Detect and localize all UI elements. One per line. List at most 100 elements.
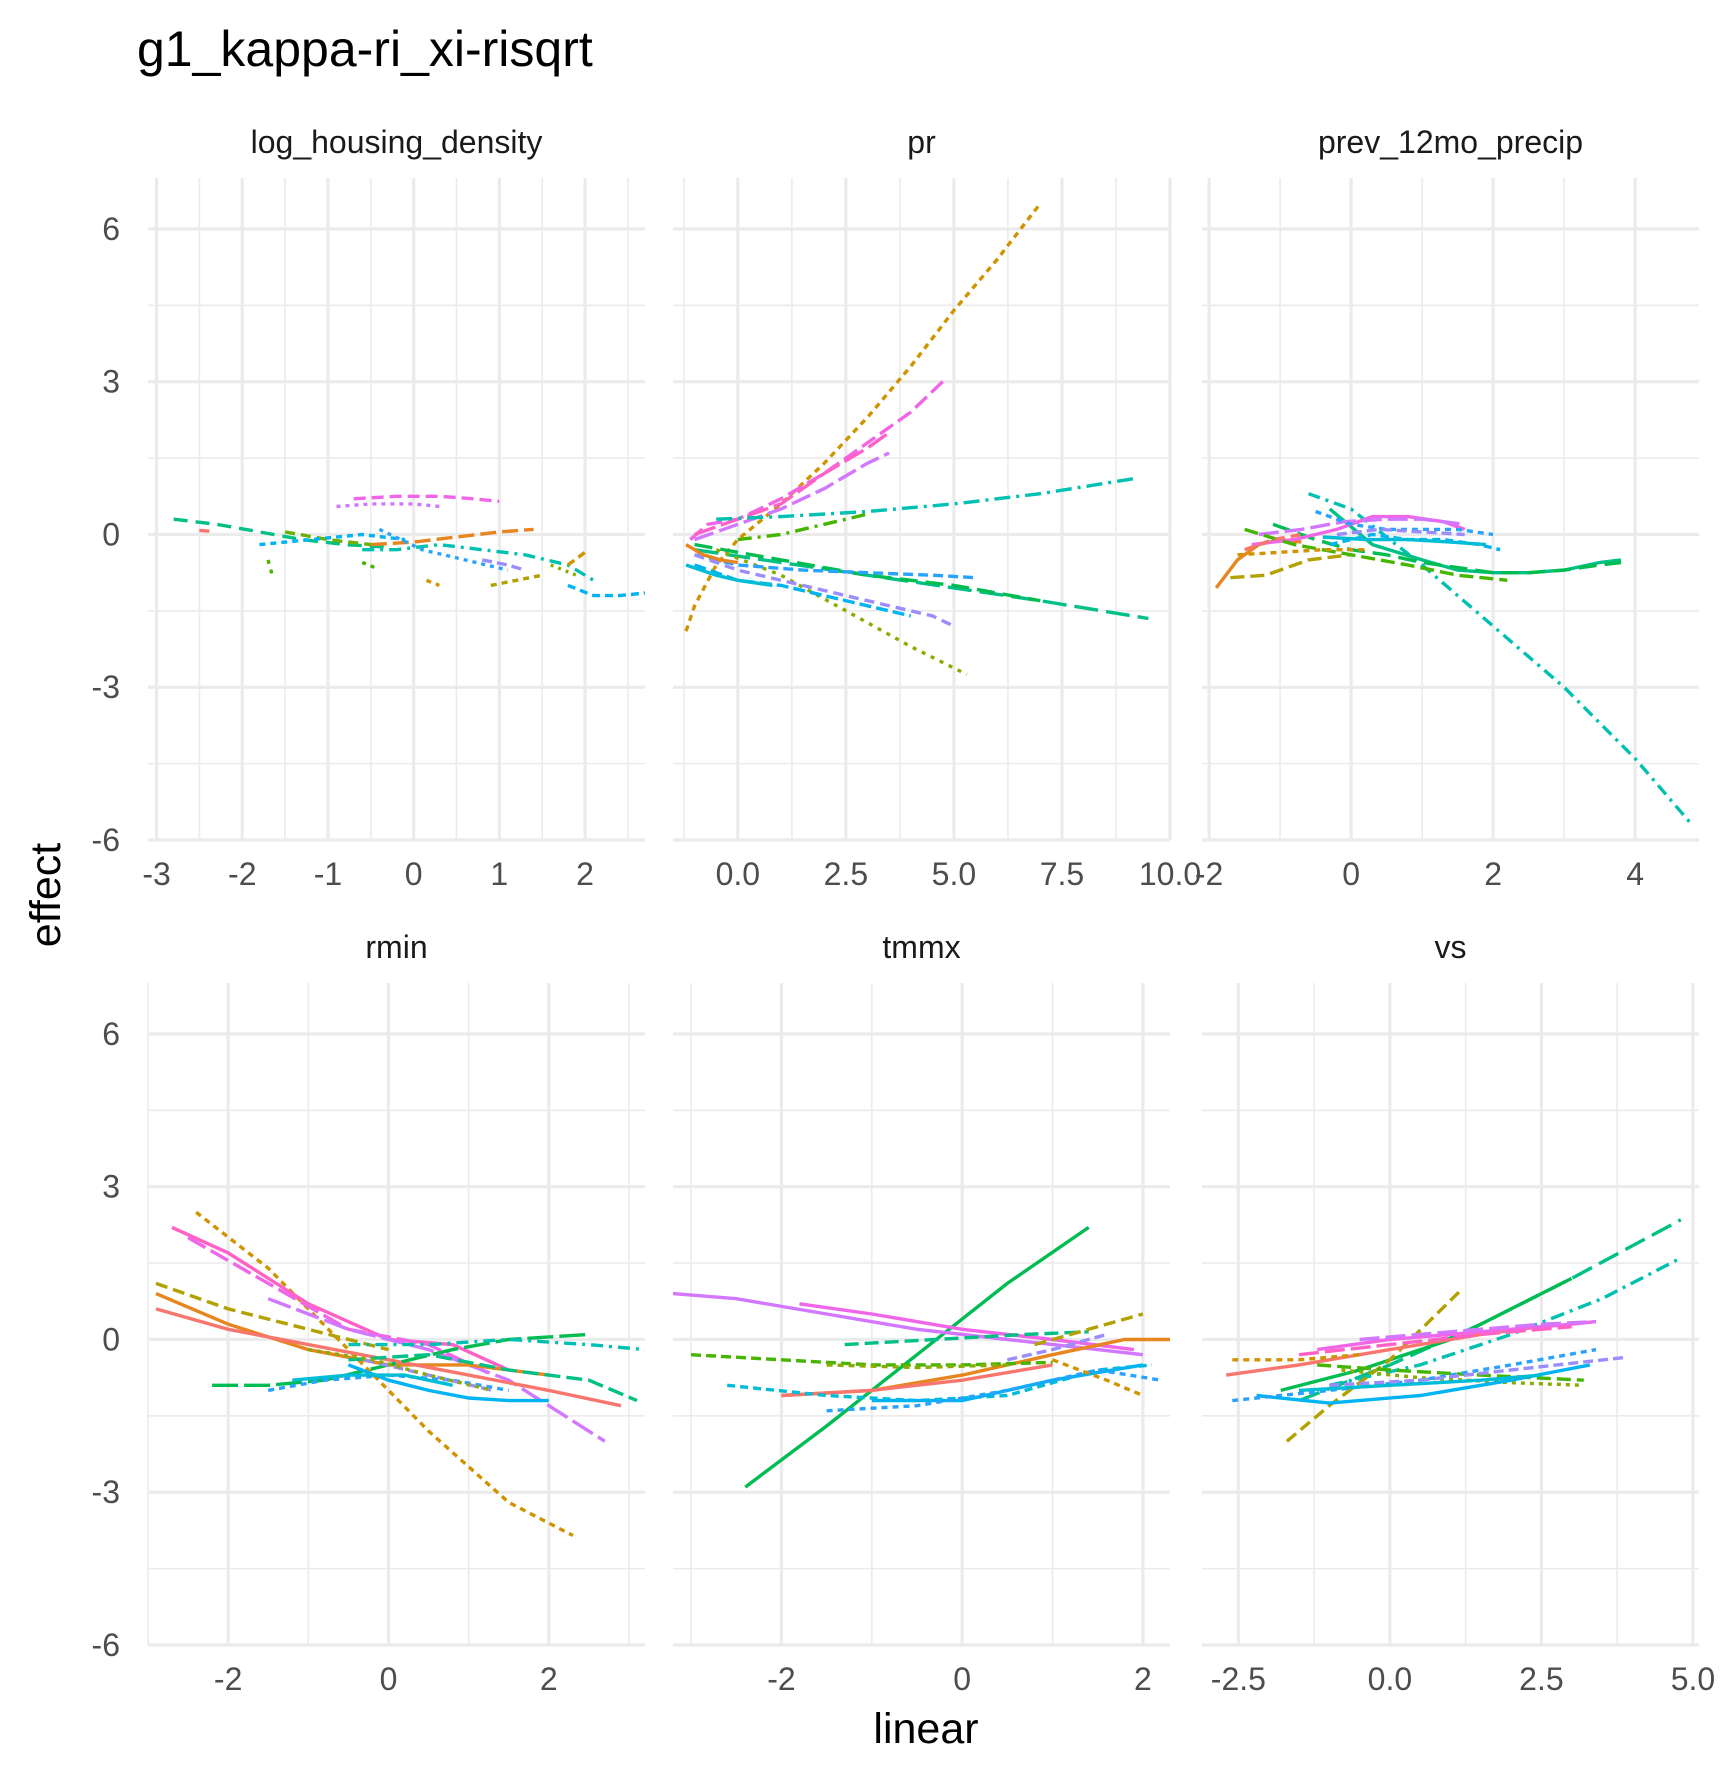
x-axis-title: linear bbox=[873, 1705, 978, 1753]
series-line bbox=[308, 1347, 494, 1393]
series-line bbox=[694, 431, 891, 537]
series-line bbox=[685, 563, 773, 588]
series-line bbox=[199, 528, 213, 534]
series-line bbox=[362, 542, 595, 582]
series-group bbox=[673, 1225, 1170, 1489]
series-line bbox=[1272, 522, 1622, 575]
series-line bbox=[673, 1291, 1144, 1357]
series-line bbox=[155, 1307, 622, 1408]
series-line bbox=[716, 476, 1136, 521]
series-line bbox=[1285, 1287, 1464, 1443]
x-tick-label: -2 bbox=[1195, 856, 1223, 892]
facet-strip-label: pr bbox=[907, 124, 936, 160]
series-line bbox=[481, 558, 526, 572]
series-line bbox=[685, 543, 739, 565]
x-tick-label: 0.0 bbox=[1368, 1661, 1412, 1697]
series-line bbox=[353, 494, 500, 504]
y-tick-label: 3 bbox=[102, 1169, 120, 1205]
series-line bbox=[744, 1225, 1090, 1489]
x-tick-label: -2 bbox=[214, 1661, 242, 1697]
series-line bbox=[1329, 1355, 1627, 1387]
series-line bbox=[490, 573, 543, 588]
x-tick-label: 0.0 bbox=[716, 856, 760, 892]
series-line bbox=[284, 530, 371, 547]
series-line bbox=[826, 1368, 1162, 1413]
series-group bbox=[155, 1210, 645, 1538]
series-line bbox=[781, 1363, 1053, 1398]
y-tick-label: -3 bbox=[92, 1474, 120, 1510]
series-line bbox=[694, 548, 1149, 621]
series-line bbox=[425, 578, 440, 587]
series-line bbox=[1298, 1325, 1572, 1357]
series-line bbox=[1307, 492, 1694, 826]
series-line bbox=[1034, 1312, 1144, 1347]
series-line bbox=[1244, 532, 1302, 552]
series-line bbox=[336, 502, 440, 509]
series-group bbox=[173, 494, 645, 598]
series-line bbox=[1214, 537, 1302, 589]
series-line bbox=[715, 548, 968, 677]
facet-strip-label: vs bbox=[1435, 929, 1467, 965]
series-line bbox=[567, 583, 645, 598]
y-tick-label: -6 bbox=[92, 1627, 120, 1663]
facet-strip-label: prev_12mo_precip bbox=[1318, 124, 1583, 160]
series-line bbox=[1298, 1373, 1542, 1393]
series-line bbox=[694, 553, 976, 580]
y-tick-label: -6 bbox=[92, 822, 120, 858]
series-line bbox=[171, 1225, 510, 1372]
facet-strip-label: log_housing_density bbox=[251, 124, 543, 160]
series-line bbox=[1006, 1332, 1108, 1362]
panel-pr: pr 0.0 2.5 5.0 7.5 10.0 bbox=[673, 124, 1201, 892]
series-group bbox=[1214, 492, 1694, 826]
y-tick-label: 6 bbox=[102, 211, 120, 247]
facet-strip-label: tmmx bbox=[882, 929, 960, 965]
series-line bbox=[1298, 1218, 1682, 1403]
x-tick-label: 2.5 bbox=[824, 856, 868, 892]
x-tick-label: 0 bbox=[1342, 856, 1360, 892]
series-line bbox=[370, 527, 534, 547]
x-tick-label: 2.5 bbox=[1519, 1661, 1563, 1697]
series-line bbox=[1230, 553, 1352, 580]
series-line bbox=[684, 202, 1042, 632]
x-tick-label: 0 bbox=[405, 856, 423, 892]
series-line bbox=[694, 553, 955, 628]
series-line bbox=[1322, 535, 1487, 547]
x-tick-label: 1 bbox=[490, 856, 508, 892]
series-line bbox=[826, 1363, 1008, 1370]
y-tick-label: 3 bbox=[102, 364, 120, 400]
x-tick-label: -1 bbox=[314, 856, 342, 892]
y-tick-label: 6 bbox=[102, 1016, 120, 1052]
x-tick-label: 4 bbox=[1626, 856, 1644, 892]
series-line bbox=[364, 1358, 494, 1393]
x-tick-label: -2 bbox=[228, 856, 256, 892]
y-tick-label: -3 bbox=[92, 669, 120, 705]
series-line bbox=[1232, 1353, 1360, 1362]
x-tick-label: 0 bbox=[953, 1661, 971, 1697]
series-line bbox=[844, 1330, 1089, 1347]
x-tick-label: -2 bbox=[767, 1661, 795, 1697]
x-tick-label: 2 bbox=[1484, 856, 1502, 892]
series-line bbox=[155, 1281, 389, 1352]
panel-log-housing-density: log_housing_density -3 -2 -1 0 1 2 -6 -3 0 3 6 bbox=[92, 124, 645, 892]
series-line bbox=[292, 1373, 453, 1387]
series-line bbox=[266, 559, 274, 576]
x-tick-label: -2.5 bbox=[1211, 1661, 1266, 1697]
facet-strip-label: rmin bbox=[365, 929, 427, 965]
x-tick-label: 10.0 bbox=[1139, 856, 1201, 892]
series-line bbox=[1051, 1358, 1144, 1398]
series-line bbox=[871, 1363, 1144, 1403]
x-tick-label: -3 bbox=[142, 856, 170, 892]
panel-vs: vs -2.5 0.0 2.5 5.0 bbox=[1202, 929, 1715, 1697]
x-tick-label: 2 bbox=[1134, 1661, 1152, 1697]
series-line bbox=[187, 1236, 494, 1377]
series-line bbox=[566, 550, 587, 567]
x-tick-label: 0 bbox=[380, 1661, 398, 1697]
series-line bbox=[173, 517, 389, 549]
series-line bbox=[1341, 1368, 1584, 1387]
x-tick-label: 2 bbox=[540, 1661, 558, 1697]
series-group bbox=[684, 202, 1149, 677]
facet-panels: log_housing_density -3 -2 -1 0 1 2 -6 -3 0 3 6 pr 0.0… bbox=[92, 124, 1716, 1697]
series-line bbox=[361, 560, 376, 570]
series-line bbox=[348, 1352, 638, 1403]
series-line bbox=[799, 1302, 1135, 1352]
